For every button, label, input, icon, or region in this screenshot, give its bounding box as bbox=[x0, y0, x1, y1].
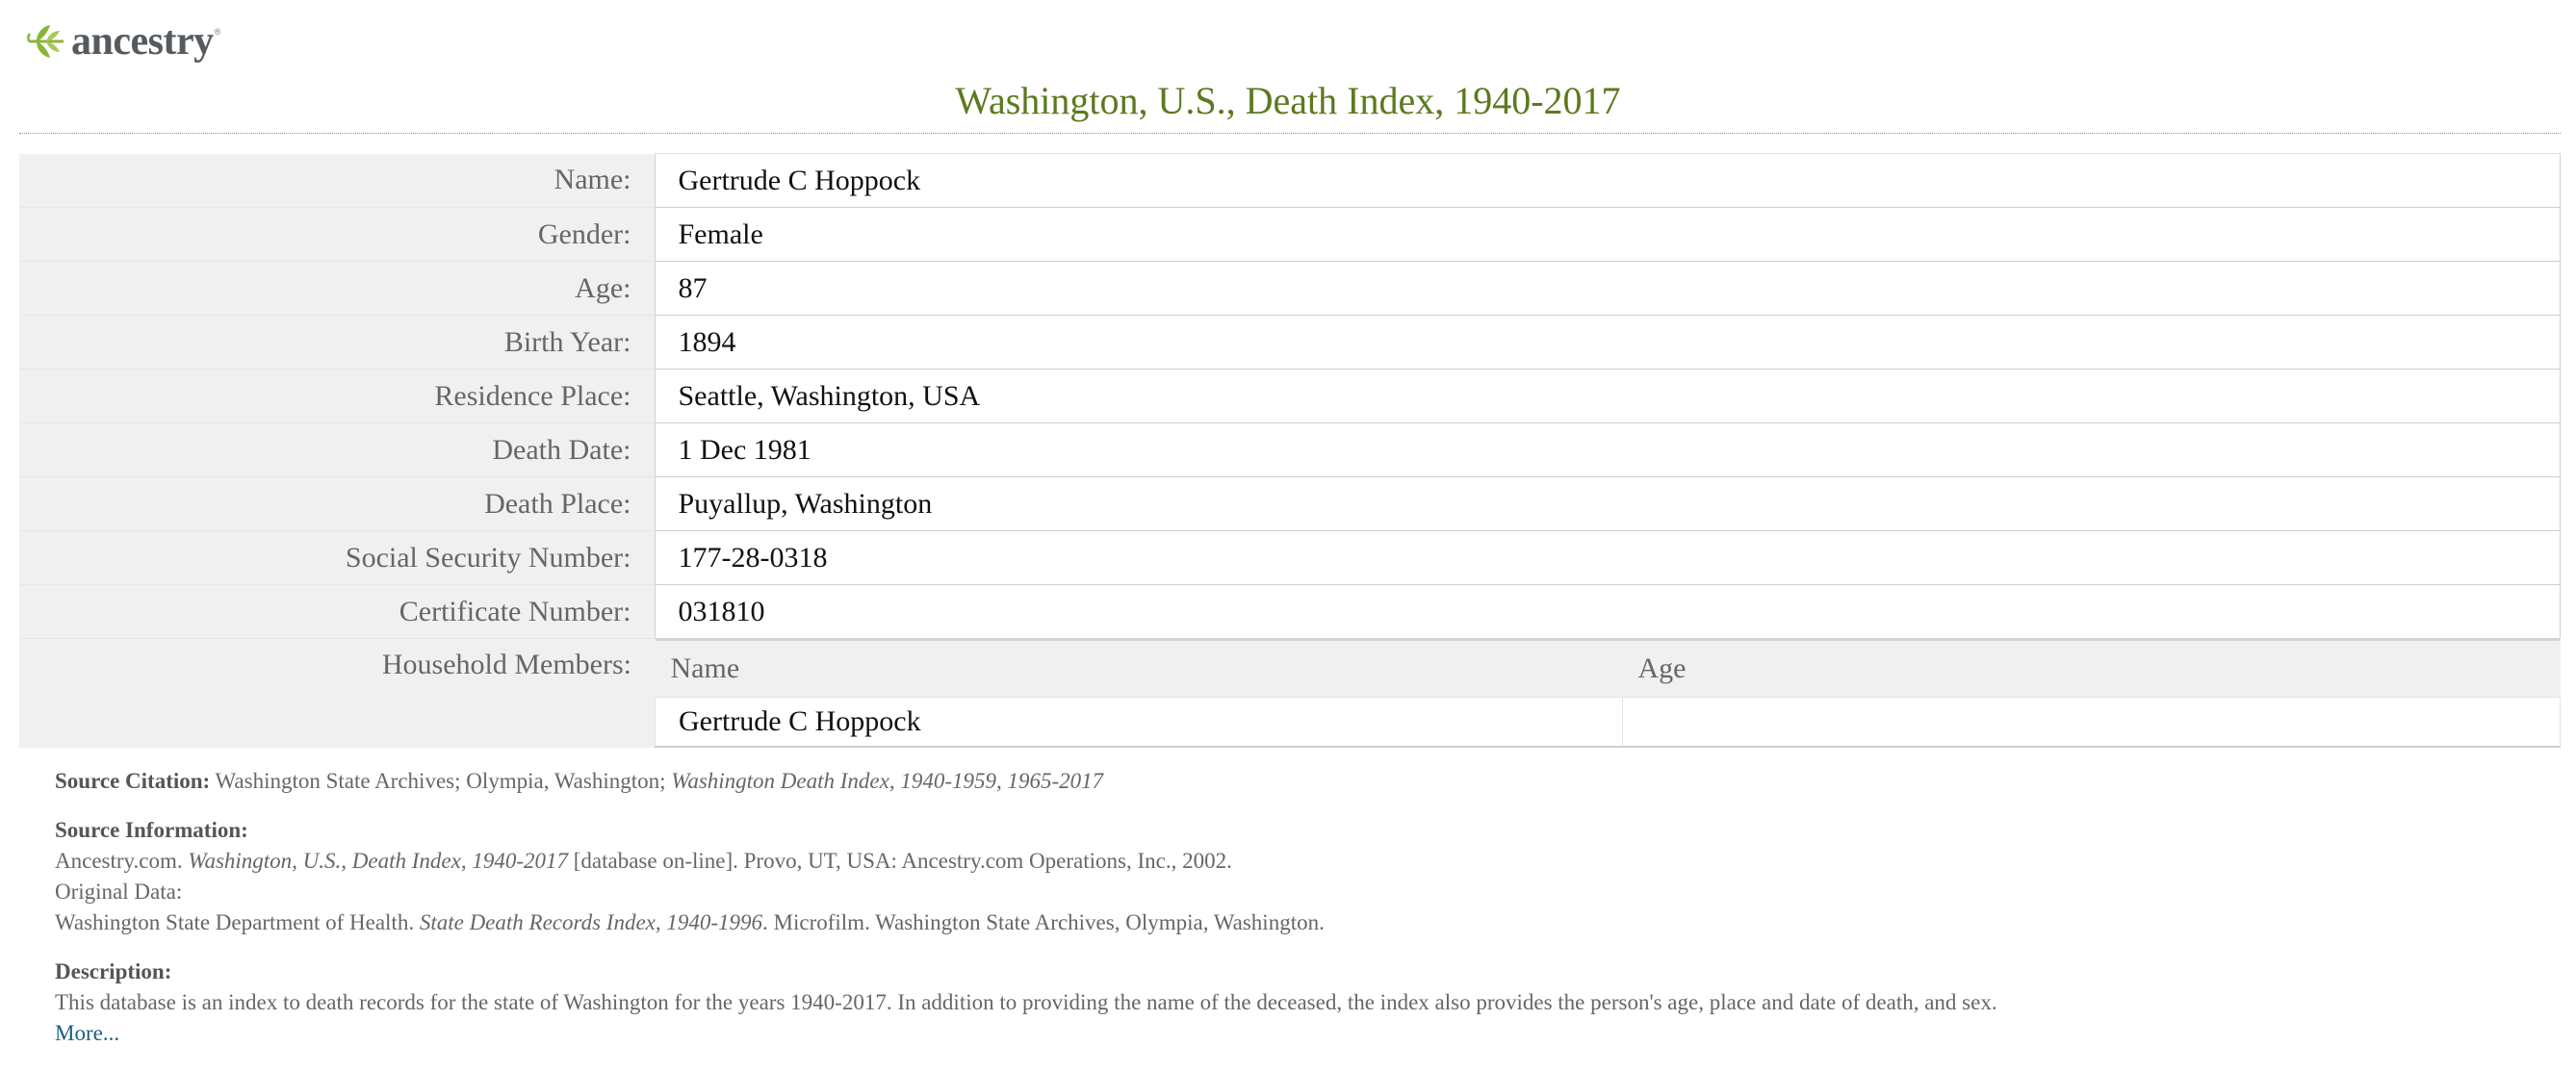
field-value-name: Gertrude C Hoppock bbox=[654, 153, 2561, 208]
household-member-age bbox=[1622, 697, 2561, 748]
field-label-gender: Gender: bbox=[19, 207, 655, 262]
more-link[interactable]: More... bbox=[55, 1021, 120, 1045]
record-row: Death Date: 1 Dec 1981 bbox=[19, 422, 2561, 477]
field-label-residence-place: Residence Place: bbox=[19, 369, 655, 423]
record-table: Name: Gertrude C Hoppock Gender: Female … bbox=[19, 153, 2561, 748]
household-row: Household Members: Name Age Gertrude C H… bbox=[19, 638, 2561, 748]
field-value-gender: Female bbox=[654, 207, 2561, 262]
original-data-details: . Microfilm. Washington State Archives, … bbox=[762, 910, 1325, 934]
household-header-row: Name Age bbox=[655, 639, 2560, 698]
field-value-residence-place: Seattle, Washington, USA bbox=[654, 369, 2561, 423]
source-citation-label: Source Citation: bbox=[55, 769, 211, 793]
household-cell: Name Age Gertrude C Hoppock bbox=[655, 638, 2561, 748]
household-table: Name Age Gertrude C Hoppock bbox=[655, 639, 2561, 748]
field-label-name: Name: bbox=[19, 153, 655, 208]
field-value-death-place: Puyallup, Washington bbox=[654, 476, 2561, 531]
source-information-line: Ancestry.com. Washington, U.S., Death In… bbox=[55, 846, 2538, 877]
record-row: Social Security Number: 177-28-0318 bbox=[19, 530, 2561, 585]
original-data-line: Washington State Department of Health. S… bbox=[55, 907, 2538, 938]
source-information: Source Information: Ancestry.com. Washin… bbox=[55, 815, 2538, 938]
source-section: Source Citation: Washington State Archiv… bbox=[55, 766, 2538, 1067]
record-row: Birth Year: 1894 bbox=[19, 315, 2561, 370]
field-label-ssn: Social Security Number: bbox=[19, 530, 655, 585]
field-value-death-date: 1 Dec 1981 bbox=[654, 422, 2561, 477]
field-value-ssn: 177-28-0318 bbox=[654, 530, 2561, 585]
original-data-title: State Death Records Index, 1940-1996 bbox=[419, 910, 763, 934]
trademark-symbol: ® bbox=[214, 27, 221, 37]
description-label: Description: bbox=[55, 959, 172, 983]
source-info-publication: [database on-line]. Provo, UT, USA: Ance… bbox=[573, 849, 1232, 873]
field-label-death-date: Death Date: bbox=[19, 422, 655, 477]
field-label-death-place: Death Place: bbox=[19, 476, 655, 531]
field-label-age: Age: bbox=[19, 261, 655, 316]
record-row: Certificate Number: 031810 bbox=[19, 584, 2561, 639]
brand-name: ancestry bbox=[71, 19, 214, 64]
household-member-row: Gertrude C Hoppock bbox=[655, 697, 2561, 748]
original-data-label: Original Data: bbox=[55, 880, 183, 904]
record-row: Name: Gertrude C Hoppock bbox=[19, 153, 2561, 208]
source-info-database-title: Washington, U.S., Death Index, 1940-2017 bbox=[188, 849, 568, 873]
field-label-household-members: Household Members: bbox=[19, 638, 655, 748]
source-info-publisher: Ancestry.com. bbox=[55, 849, 183, 873]
field-value-birth-year: 1894 bbox=[654, 315, 2561, 370]
household-column-name: Name bbox=[655, 639, 1623, 698]
source-information-label: Source Information: bbox=[55, 818, 248, 842]
record-row: Age: 87 bbox=[19, 261, 2561, 316]
leaf-icon bbox=[25, 20, 69, 63]
original-data-author: Washington State Department of Health. bbox=[55, 910, 415, 934]
page-title: Washington, U.S., Death Index, 1940-2017 bbox=[955, 79, 1621, 122]
record-row: Residence Place: Seattle, Washington, US… bbox=[19, 369, 2561, 423]
title-divider bbox=[19, 133, 2561, 134]
field-label-certificate-number: Certificate Number: bbox=[19, 584, 655, 639]
field-value-age: 87 bbox=[654, 261, 2561, 316]
ancestry-logo[interactable]: ancestry ® bbox=[25, 17, 220, 65]
field-value-certificate-number: 031810 bbox=[654, 584, 2561, 639]
record-row: Death Place: Puyallup, Washington bbox=[19, 476, 2561, 531]
source-description: Description: This database is an index t… bbox=[55, 957, 2538, 1049]
source-citation: Source Citation: Washington State Archiv… bbox=[55, 766, 2538, 797]
description-text: This database is an index to death recor… bbox=[55, 990, 1997, 1014]
household-member-name: Gertrude C Hoppock bbox=[655, 697, 1623, 748]
source-citation-title: Washington Death Index, 1940-1959, 1965-… bbox=[671, 769, 1104, 793]
source-citation-text: Washington State Archives; Olympia, Wash… bbox=[215, 769, 666, 793]
field-label-birth-year: Birth Year: bbox=[19, 315, 655, 370]
household-column-age: Age bbox=[1622, 639, 2560, 698]
record-row: Gender: Female bbox=[19, 207, 2561, 262]
